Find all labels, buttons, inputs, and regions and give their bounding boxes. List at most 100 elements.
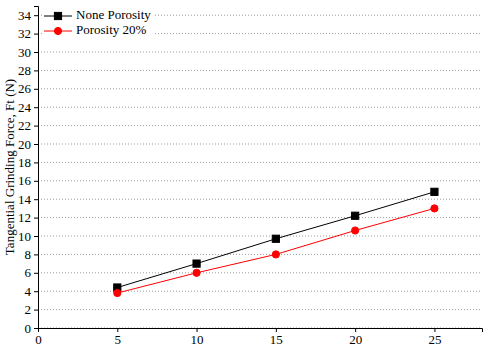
tick: 10 <box>18 229 38 244</box>
tick-label: 6 <box>25 265 32 280</box>
tick: 0 <box>25 321 39 336</box>
tick-label: 28 <box>18 63 31 78</box>
marker <box>193 260 200 267</box>
marker <box>431 205 438 212</box>
tick-mark <box>34 107 38 108</box>
tick-label: 10 <box>18 229 31 244</box>
tick: 32 <box>18 26 38 41</box>
tick-label: 18 <box>18 155 31 170</box>
marker <box>272 251 279 258</box>
grid-line <box>38 254 482 255</box>
tick-label: 24 <box>18 100 32 115</box>
tick-label: 34 <box>18 8 32 23</box>
tick-label: 5 <box>115 332 122 347</box>
axis-line <box>34 7 39 329</box>
tick: 25 <box>428 328 441 347</box>
tick-label: 4 <box>25 284 32 299</box>
tick: 14 <box>18 192 38 207</box>
tick-label: 0 <box>25 321 32 336</box>
tick-mark <box>34 236 38 237</box>
tick-mark <box>34 273 38 274</box>
tick-label: 14 <box>18 192 32 207</box>
tick-label: 0 <box>35 332 42 347</box>
tick-mark <box>34 199 38 200</box>
tick: 16 <box>18 173 38 188</box>
tick-label: 10 <box>191 332 204 347</box>
tick-mark <box>34 310 38 311</box>
tick: 0 <box>35 328 42 347</box>
tick: 24 <box>18 100 38 115</box>
tick-mark <box>34 70 38 71</box>
marker <box>272 235 279 242</box>
legend-item: None Porosity <box>44 7 151 22</box>
tick: 4 <box>25 284 39 299</box>
tick-mark <box>34 144 38 145</box>
y-axis: 0246810121416182022242628303234 <box>18 7 39 336</box>
tick-mark <box>34 126 38 127</box>
grid-line <box>38 144 482 145</box>
tick: 6 <box>25 265 39 280</box>
tick: 5 <box>115 328 122 347</box>
x-axis: 0510152025 <box>35 328 482 347</box>
tick-label: 15 <box>270 332 283 347</box>
tick-label: 30 <box>18 45 31 60</box>
tick: 10 <box>191 328 204 347</box>
legend: None PorosityPorosity 20% <box>42 7 155 40</box>
tick: 26 <box>18 81 38 96</box>
tick: 20 <box>18 137 38 152</box>
tick: 22 <box>18 118 38 133</box>
grid-line <box>38 199 482 200</box>
grid-line <box>38 272 482 273</box>
grid-line <box>38 88 482 89</box>
legend-item: Porosity 20% <box>44 22 147 37</box>
tick-label: 32 <box>18 26 31 41</box>
tick-label: 12 <box>18 210 31 225</box>
marker <box>352 227 359 234</box>
tick: 12 <box>18 210 38 225</box>
data-area <box>114 188 438 296</box>
tick-mark <box>34 162 38 163</box>
marker <box>114 289 121 296</box>
tick: 15 <box>270 328 283 347</box>
tick-mark <box>34 328 38 329</box>
chart: 0510152025024681012141618202224262830323… <box>0 0 490 352</box>
tick-label: 8 <box>25 247 32 262</box>
series-line <box>117 192 434 288</box>
marker <box>193 269 200 276</box>
tick-mark <box>34 181 38 182</box>
marker <box>352 212 359 219</box>
tick-mark <box>34 254 38 255</box>
tick-label: 2 <box>25 302 32 317</box>
tick: 18 <box>18 155 38 170</box>
grid-line <box>38 236 482 237</box>
tick: 30 <box>18 45 38 60</box>
tick-label: 26 <box>18 81 32 96</box>
tick-mark <box>34 52 38 53</box>
y-axis-title: Tangential Grinding Force, Ft (N) <box>2 79 17 255</box>
tick-mark <box>34 89 38 90</box>
grid-line <box>38 180 482 181</box>
grid <box>38 15 482 328</box>
marker <box>431 188 438 195</box>
tick-mark <box>34 291 38 292</box>
tick: 34 <box>18 8 38 23</box>
tick-label: 16 <box>18 173 32 188</box>
grid-line <box>38 162 482 163</box>
grid-line <box>38 70 482 71</box>
grid-line <box>38 125 482 126</box>
axis-line <box>39 329 483 333</box>
legend-marker <box>54 27 61 34</box>
legend-label: None Porosity <box>76 7 151 22</box>
tick-mark <box>34 218 38 219</box>
tick-mark <box>34 34 38 35</box>
tick: 28 <box>18 63 38 78</box>
grid-line <box>38 107 482 108</box>
grid-line <box>38 52 482 53</box>
legend-label: Porosity 20% <box>76 22 147 37</box>
grid-line <box>38 291 482 292</box>
tick-label: 22 <box>18 118 31 133</box>
grid-line <box>38 309 482 310</box>
tick: 2 <box>25 302 39 317</box>
tick-label: 20 <box>18 137 31 152</box>
legend-marker <box>54 12 61 19</box>
